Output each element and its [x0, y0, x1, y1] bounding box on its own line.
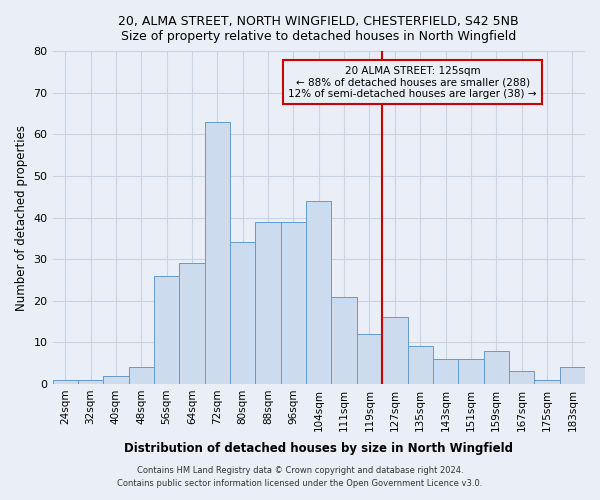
Bar — [205, 122, 230, 384]
Bar — [154, 276, 179, 384]
Bar — [179, 264, 205, 384]
Bar — [128, 368, 154, 384]
Bar — [560, 368, 585, 384]
Bar — [306, 201, 331, 384]
Bar — [230, 242, 256, 384]
Bar — [407, 346, 433, 384]
Text: Contains HM Land Registry data © Crown copyright and database right 2024.
Contai: Contains HM Land Registry data © Crown c… — [118, 466, 482, 487]
Bar — [484, 350, 509, 384]
Bar — [534, 380, 560, 384]
Bar — [103, 376, 128, 384]
Text: 20 ALMA STREET: 125sqm
← 88% of detached houses are smaller (288)
12% of semi-de: 20 ALMA STREET: 125sqm ← 88% of detached… — [289, 66, 537, 99]
Title: 20, ALMA STREET, NORTH WINGFIELD, CHESTERFIELD, S42 5NB
Size of property relativ: 20, ALMA STREET, NORTH WINGFIELD, CHESTE… — [118, 15, 519, 43]
Bar — [331, 296, 357, 384]
Bar — [433, 359, 458, 384]
Y-axis label: Number of detached properties: Number of detached properties — [15, 124, 28, 310]
Bar — [256, 222, 281, 384]
Bar — [53, 380, 78, 384]
Bar — [382, 318, 407, 384]
Bar — [357, 334, 382, 384]
Bar — [281, 222, 306, 384]
X-axis label: Distribution of detached houses by size in North Wingfield: Distribution of detached houses by size … — [124, 442, 513, 455]
Bar — [458, 359, 484, 384]
Bar — [509, 372, 534, 384]
Bar — [78, 380, 103, 384]
